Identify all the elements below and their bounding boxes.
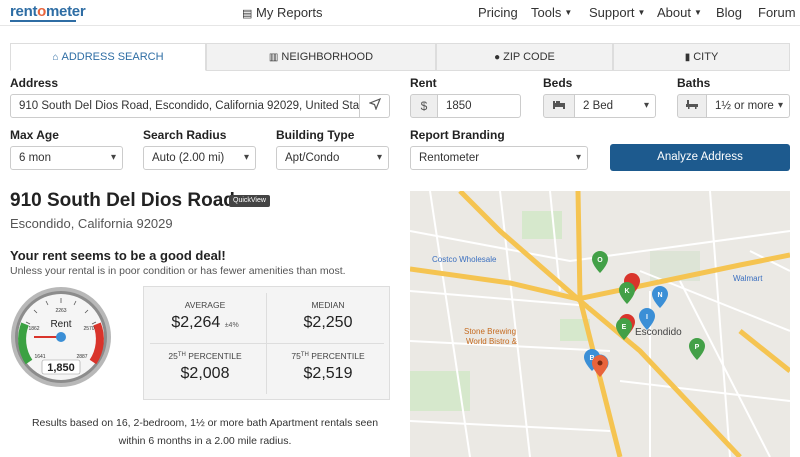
building-type-select[interactable]: Apt/Condo <box>276 146 389 170</box>
map-marker-e[interactable]: E <box>616 314 635 340</box>
p25-value: $2,008 <box>180 365 230 382</box>
quickview-badge[interactable]: QuickView <box>229 195 270 207</box>
my-reports-link[interactable]: ▤ My Reports <box>242 5 323 20</box>
locate-button[interactable] <box>360 94 390 118</box>
rentometer-logo[interactable]: rentometer <box>10 3 86 20</box>
nav-blog[interactable]: Blog <box>716 5 743 20</box>
svg-text:E: E <box>622 324 627 331</box>
nav-pricing[interactable]: Pricing <box>478 5 518 20</box>
baths-select[interactable]: 1½ or more <box>706 94 790 118</box>
building-type-label: Building Type <box>276 128 355 142</box>
p25-label: 25TH PERCENTILE <box>168 351 242 361</box>
deal-subtext: Unless your rental is in poor condition … <box>10 265 346 277</box>
median-label: MEDIAN <box>311 300 345 310</box>
gauge-label: Rent <box>50 319 71 330</box>
svg-text:N: N <box>657 292 662 299</box>
nav-forum[interactable]: Forum <box>758 5 796 20</box>
beds-select[interactable]: 2 Bed <box>574 94 656 118</box>
gauge-tick-label: 2887 <box>76 354 87 360</box>
tab-zip-code[interactable]: ● ZIP CODE <box>436 43 613 71</box>
rent-gauge: 2263 1862 2570 1641 2887 Rent 1,850 <box>10 284 112 390</box>
home-icon: ⌂ <box>52 52 59 63</box>
bath-addon <box>677 94 707 118</box>
median-value: $2,250 <box>303 314 353 331</box>
gauge-tick-label: 1641 <box>34 354 45 360</box>
search-radius-select[interactable]: Auto (2.00 mi) <box>143 146 256 170</box>
rent-input[interactable]: 1850 <box>437 94 521 118</box>
max-age-select[interactable]: 6 mon <box>10 146 123 170</box>
search-radius-label: Search Radius <box>143 128 227 142</box>
map-place-label: Costco Wholesale <box>432 255 497 264</box>
map-marker-icon: ● <box>494 52 501 63</box>
top-nav: rentometer ▤ My Reports Pricing Tools ▼ S… <box>0 0 800 26</box>
map-marker-o[interactable]: O <box>592 251 608 273</box>
map-place-label: Stone Brewing <box>464 327 517 336</box>
gauge-tick-label: 2570 <box>83 326 94 332</box>
map-place-label: Escondido <box>635 327 682 338</box>
svg-text:K: K <box>624 288 629 295</box>
subject-location-marker[interactable] <box>592 355 608 377</box>
report-branding-label: Report Branding <box>410 128 505 142</box>
bed-addon <box>543 94 575 118</box>
address-input[interactable]: 910 South Del Dios Road, Escondido, Cali… <box>10 94 360 118</box>
bath-icon <box>685 99 699 113</box>
map-marker-i[interactable]: I <box>639 308 655 330</box>
map-marker-k[interactable]: K <box>619 273 640 304</box>
svg-text:B: B <box>589 355 594 362</box>
beds-label: Beds <box>543 76 573 90</box>
search-tabs: ⌂ ADDRESS SEARCH ▥ NEIGHBORHOOD ● ZIP CODE … <box>10 43 790 71</box>
deal-heading: Your rent seems to be a good deal! <box>10 248 226 263</box>
baths-label: Baths <box>677 76 711 90</box>
result-subtitle: Escondido, California 92029 <box>10 216 173 231</box>
building-icon: ▮ <box>684 52 691 63</box>
tab-address-search[interactable]: ⌂ ADDRESS SEARCH <box>10 43 206 71</box>
location-arrow-icon <box>367 97 381 113</box>
caret-down-icon: ▼ <box>564 8 573 17</box>
tab-city[interactable]: ▮ CITY <box>613 43 790 71</box>
buildings-icon: ▥ <box>268 52 279 63</box>
svg-text:O: O <box>597 257 603 264</box>
report-branding-select[interactable]: Rentometer <box>410 146 588 170</box>
rent-stats-panel: AVERAGE $2,264 ±4% MEDIAN $2,250 25TH PE… <box>143 286 390 400</box>
dollar-addon: $ <box>410 94 438 118</box>
nav-about[interactable]: About ▼ <box>657 5 702 20</box>
p75-value: $2,519 <box>303 365 353 382</box>
average-value: $2,264 ±4% <box>171 314 239 331</box>
svg-text:P: P <box>695 344 700 351</box>
p75-label: 75TH PERCENTILE <box>291 351 365 361</box>
average-pct: ±4% <box>224 322 239 329</box>
rentals-map[interactable]: Costco Wholesale Walmart Stone Brewing W… <box>410 191 790 457</box>
address-label: Address <box>10 76 59 90</box>
analyze-address-button[interactable]: Analyze Address <box>610 144 790 171</box>
tab-neighborhood[interactable]: ▥ NEIGHBORHOOD <box>206 43 436 71</box>
gauge-tick-label: 1862 <box>28 326 39 332</box>
logo-underline <box>10 20 76 22</box>
rent-label: Rent <box>410 76 437 90</box>
result-title: 910 South Del Dios Road <box>10 190 235 211</box>
map-place-label: Walmart <box>733 274 763 283</box>
nav-tools[interactable]: Tools ▼ <box>531 5 573 20</box>
gauge-value: 1,850 <box>47 362 75 374</box>
bed-icon <box>552 99 566 113</box>
average-label: AVERAGE <box>184 300 226 310</box>
map-marker-p[interactable]: P <box>689 338 705 360</box>
gauge-tick-label: 2263 <box>55 308 66 314</box>
map-place-label: World Bistro & <box>466 337 517 346</box>
caret-down-icon: ▼ <box>693 8 702 17</box>
results-summary: Results based on 16, 2-bedroom, 1½ or mo… <box>31 417 379 447</box>
caret-down-icon: ▼ <box>637 8 646 17</box>
svg-text:I: I <box>646 314 648 321</box>
report-icon: ▤ <box>242 8 253 20</box>
max-age-label: Max Age <box>10 128 59 142</box>
map-marker-n[interactable]: N <box>652 286 668 308</box>
nav-support[interactable]: Support ▼ <box>589 5 646 20</box>
